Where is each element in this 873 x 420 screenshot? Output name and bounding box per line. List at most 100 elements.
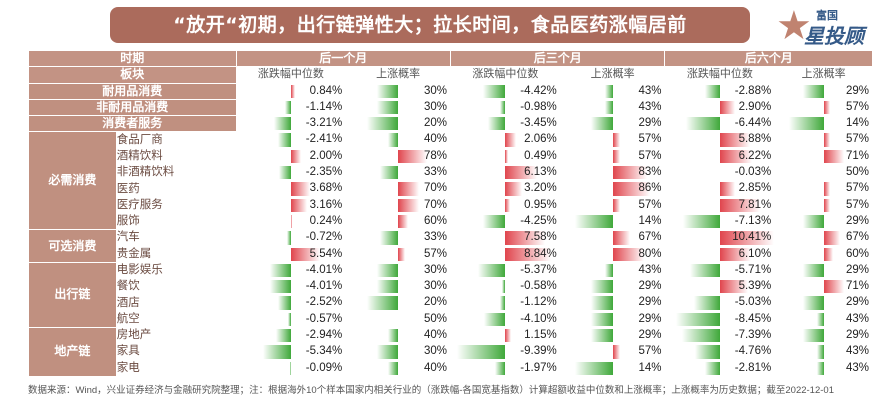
median-value: 5.54% [309, 247, 343, 260]
probability-bar [377, 84, 399, 98]
median-cell: -5.71% [664, 261, 776, 280]
median-cell: 10.41% [664, 229, 776, 247]
probability-cell: 29% [774, 82, 873, 100]
probability-value: 60% [423, 214, 447, 227]
median-value: 2.85% [738, 182, 772, 195]
median-cell: 2.06% [449, 131, 561, 149]
median-bar [500, 100, 506, 115]
median-bar [719, 133, 751, 147]
probability-bar [816, 312, 824, 327]
probability-value: 57% [845, 133, 869, 146]
median-bar [278, 166, 291, 180]
probability-cell: 57% [774, 131, 873, 149]
probability-cell: 43% [774, 343, 873, 361]
probability-value: 43% [638, 263, 662, 276]
median-cell: -4.25% [449, 212, 561, 231]
median-bar [290, 149, 302, 164]
median-cell: 0.95% [449, 196, 561, 214]
probability-value: 57% [845, 182, 869, 195]
probability-cell: 43% [559, 82, 666, 100]
subheader-probability: 上涨概率 [345, 66, 451, 84]
median-cell: -7.13% [664, 212, 776, 231]
median-cell: 6.22% [664, 147, 776, 166]
median-value: 6.10% [738, 247, 772, 260]
probability-value: 29% [638, 312, 662, 325]
median-bar [290, 247, 320, 261]
probability-bar [823, 133, 831, 147]
median-value: -2.52% [305, 296, 343, 309]
probability-bar [398, 198, 419, 212]
probability-cell: 30% [345, 261, 451, 280]
median-cell: 7.58% [449, 229, 561, 247]
industry-cell: 航空 [115, 310, 237, 329]
median-cell: -0.98% [449, 98, 561, 117]
probability-bar [803, 296, 824, 310]
probability-bar [803, 84, 824, 98]
subheader-median: 涨跌幅中位数 [664, 66, 776, 84]
median-value: -1.12% [520, 296, 557, 309]
median-cell: -5.03% [664, 294, 776, 312]
table-row: 耐用品消费 0.84% 30% -4.42% 43% -2.88% 29% [28, 82, 873, 100]
probability-cell: 40% [345, 359, 451, 377]
median-cell: -4.10% [449, 310, 561, 329]
sector-cell: 出行链 [28, 261, 117, 329]
probability-cell: 33% [345, 229, 451, 247]
median-cell: 6.13% [449, 164, 561, 182]
median-cell: 6.10% [664, 245, 776, 263]
header-period-3: 后三个月 [449, 49, 666, 68]
probability-value: 29% [845, 329, 869, 342]
median-value: -3.45% [520, 117, 557, 130]
probability-cell: 71% [774, 147, 873, 166]
median-bar [482, 84, 506, 98]
probability-cell: 57% [774, 98, 873, 117]
probability-cell: 80% [559, 245, 666, 263]
median-bar [505, 198, 511, 212]
probability-cell: 29% [559, 294, 666, 312]
table-row: 消费者服务 -3.21% 20% -3.45% 29% -6.44% 14% [28, 115, 873, 133]
probability-cell: 50% [774, 164, 873, 182]
table-row: 可选消费 汽车 -0.72% 33% 7.58% 67% 10.41% 67% [28, 229, 873, 263]
industry-cell: 服饰 [115, 212, 237, 231]
probability-bar [612, 345, 620, 359]
median-cell: 2.90% [664, 98, 776, 117]
median-cell: -3.21% [235, 115, 347, 133]
median-bar [719, 149, 752, 164]
probability-cell: 57% [774, 196, 873, 214]
median-bar [505, 231, 545, 245]
median-value: -2.81% [734, 361, 772, 374]
median-value: -5.71% [734, 263, 772, 276]
probability-bar [803, 329, 824, 343]
probability-cell: 43% [774, 310, 873, 329]
median-cell: 3.16% [235, 196, 347, 214]
probability-bar [823, 280, 844, 294]
probability-value: 57% [638, 345, 662, 358]
probability-bar [823, 182, 831, 196]
probability-cell: 29% [559, 327, 666, 345]
subheader-median: 涨跌幅中位数 [235, 66, 347, 84]
median-cell: 2.00% [235, 147, 347, 166]
probability-cell: 14% [559, 359, 666, 377]
probability-bar [380, 231, 399, 245]
median-cell: -5.37% [449, 261, 561, 280]
probability-bar [803, 214, 824, 229]
median-value: 0.49% [524, 149, 557, 162]
median-value: -2.35% [305, 166, 343, 179]
median-cell: -9.39% [449, 343, 561, 361]
source-note: 数据来源：Wind，兴业证券经济与金融研究院整理；注：根据海外10个样本国家内相… [28, 385, 834, 396]
median-value: 0.84% [309, 84, 343, 97]
median-value: -4.42% [520, 84, 557, 97]
probability-bar [377, 263, 399, 278]
data-table: 时期 后一个月 后三个月 后六个月 板块 涨跌幅中位数 上涨概率 涨跌幅中位数 … [28, 49, 873, 377]
median-bar [681, 329, 720, 343]
median-bar [456, 345, 506, 359]
median-value: -4.01% [305, 263, 343, 276]
probability-value: 29% [638, 329, 662, 342]
median-cell: 5.88% [664, 131, 776, 149]
probability-bar [398, 149, 428, 164]
sector-cell: 必需消费 [28, 131, 117, 231]
probability-bar [575, 361, 613, 375]
median-cell: -0.03% [664, 164, 776, 182]
median-bar [484, 312, 506, 327]
sector-cell: 耐用品消费 [28, 82, 237, 100]
probability-value: 29% [845, 214, 869, 227]
